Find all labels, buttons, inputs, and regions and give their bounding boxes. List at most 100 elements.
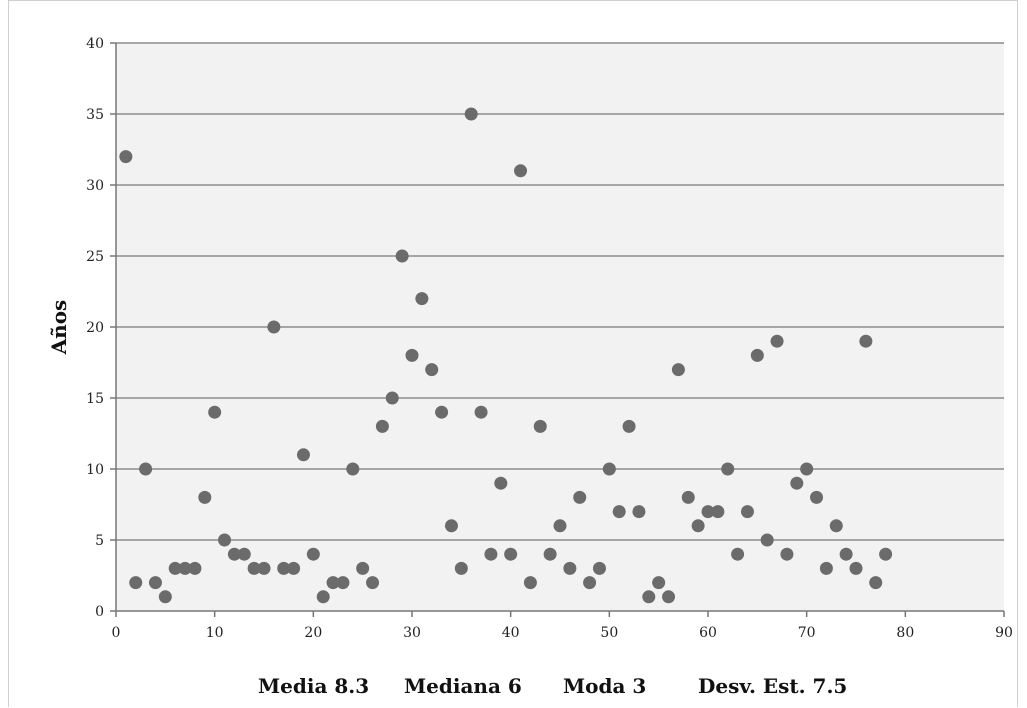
x-tick-label: 70 bbox=[798, 625, 816, 641]
data-point bbox=[296, 448, 310, 462]
data-point bbox=[454, 561, 468, 575]
data-point bbox=[612, 505, 626, 519]
data-point bbox=[158, 590, 172, 604]
data-point bbox=[287, 561, 301, 575]
data-point bbox=[356, 561, 370, 575]
x-tick-label: 20 bbox=[304, 625, 322, 641]
data-point bbox=[780, 547, 794, 561]
data-point bbox=[523, 576, 537, 590]
data-point bbox=[583, 576, 597, 590]
stat-stdev: Desv. Est. 7.5 bbox=[698, 674, 848, 698]
data-point bbox=[790, 476, 804, 490]
data-point bbox=[366, 576, 380, 590]
data-point bbox=[218, 533, 232, 547]
x-tick-label: 30 bbox=[403, 625, 421, 641]
x-tick-labels: 0 10 20 30 40 50 60 70 80 90 bbox=[112, 611, 1013, 641]
data-point bbox=[750, 348, 764, 362]
data-point bbox=[139, 462, 153, 476]
data-point bbox=[533, 419, 547, 433]
data-point bbox=[553, 519, 567, 533]
data-point bbox=[474, 405, 488, 419]
data-point bbox=[642, 590, 656, 604]
y-tick-label: 15 bbox=[86, 391, 104, 407]
data-point bbox=[829, 519, 843, 533]
data-point bbox=[602, 462, 616, 476]
data-point bbox=[859, 334, 873, 348]
stat-mode: Moda 3 bbox=[563, 674, 647, 698]
y-tick-label: 10 bbox=[86, 462, 104, 478]
data-point bbox=[622, 419, 636, 433]
data-point bbox=[415, 292, 429, 306]
x-tick-label: 80 bbox=[896, 625, 914, 641]
y-axis-label: Años bbox=[47, 300, 71, 356]
y-tick-labels: 0 5 10 15 20 25 30 35 40 bbox=[86, 36, 116, 620]
data-point bbox=[129, 576, 143, 590]
data-point bbox=[267, 320, 281, 334]
data-point bbox=[671, 363, 685, 377]
data-point bbox=[652, 576, 666, 590]
data-point bbox=[257, 561, 271, 575]
data-point bbox=[168, 561, 182, 575]
data-point bbox=[740, 505, 754, 519]
x-tick-label: 40 bbox=[502, 625, 520, 641]
data-point bbox=[336, 576, 350, 590]
data-point bbox=[879, 547, 893, 561]
data-point bbox=[395, 249, 409, 263]
x-tick-label: 10 bbox=[206, 625, 224, 641]
data-point bbox=[514, 164, 528, 178]
data-point bbox=[375, 419, 389, 433]
stat-median: Mediana 6 bbox=[404, 674, 522, 698]
x-tick-label: 50 bbox=[600, 625, 618, 641]
data-point bbox=[839, 547, 853, 561]
data-point bbox=[691, 519, 705, 533]
x-tick-label: 90 bbox=[995, 625, 1013, 641]
y-tick-label: 0 bbox=[95, 604, 104, 620]
data-point bbox=[208, 405, 222, 419]
data-point bbox=[237, 547, 251, 561]
data-point bbox=[405, 348, 419, 362]
data-points bbox=[119, 107, 893, 604]
data-point bbox=[277, 561, 291, 575]
data-point bbox=[119, 150, 133, 164]
data-point bbox=[464, 107, 478, 121]
data-point bbox=[721, 462, 735, 476]
x-tick-label: 60 bbox=[699, 625, 717, 641]
data-point bbox=[227, 547, 241, 561]
y-tick-label: 35 bbox=[86, 107, 104, 123]
data-point bbox=[484, 547, 498, 561]
y-tick-label: 5 bbox=[95, 533, 104, 549]
data-point bbox=[543, 547, 557, 561]
data-point bbox=[316, 590, 330, 604]
y-tick-label: 20 bbox=[86, 320, 104, 336]
data-point bbox=[346, 462, 360, 476]
x-tick-label: 0 bbox=[112, 625, 121, 641]
data-point bbox=[731, 547, 745, 561]
data-point bbox=[435, 405, 449, 419]
data-point bbox=[178, 561, 192, 575]
data-point bbox=[819, 561, 833, 575]
data-point bbox=[504, 547, 518, 561]
data-point bbox=[849, 561, 863, 575]
data-point bbox=[494, 476, 508, 490]
data-point bbox=[247, 561, 261, 575]
data-point bbox=[632, 505, 646, 519]
data-point bbox=[425, 363, 439, 377]
data-point bbox=[306, 547, 320, 561]
data-point bbox=[810, 490, 824, 504]
data-point bbox=[711, 505, 725, 519]
data-point bbox=[662, 590, 676, 604]
gridlines bbox=[116, 42, 1004, 541]
data-point bbox=[869, 576, 883, 590]
y-tick-label: 25 bbox=[86, 249, 104, 265]
data-point bbox=[198, 490, 212, 504]
y-tick-label: 40 bbox=[86, 36, 104, 52]
data-point bbox=[385, 391, 399, 405]
data-point bbox=[563, 561, 577, 575]
chart-frame bbox=[8, 0, 1018, 707]
data-point bbox=[800, 462, 814, 476]
data-point bbox=[444, 519, 458, 533]
data-point bbox=[760, 533, 774, 547]
data-point bbox=[770, 334, 784, 348]
data-point bbox=[681, 490, 695, 504]
